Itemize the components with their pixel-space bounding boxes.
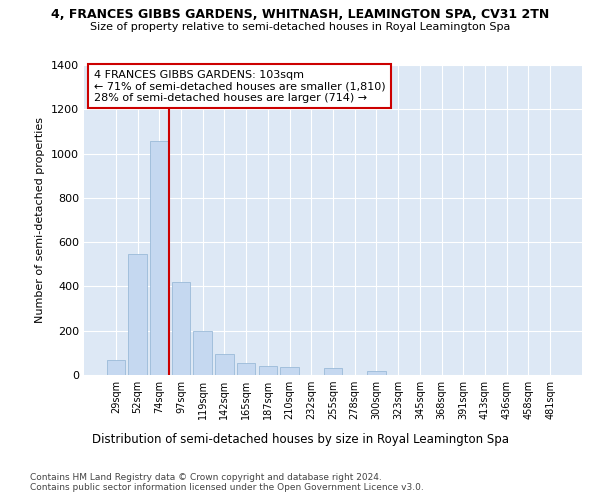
Bar — [237, 363, 256, 375]
Bar — [150, 142, 169, 375]
Bar — [172, 282, 190, 375]
Text: Distribution of semi-detached houses by size in Royal Leamington Spa: Distribution of semi-detached houses by … — [91, 432, 509, 446]
Bar — [107, 360, 125, 375]
Y-axis label: Number of semi-detached properties: Number of semi-detached properties — [35, 117, 46, 323]
Text: Contains HM Land Registry data © Crown copyright and database right 2024.
Contai: Contains HM Land Registry data © Crown c… — [30, 472, 424, 492]
Bar — [367, 370, 386, 375]
Bar — [128, 254, 147, 375]
Bar — [193, 330, 212, 375]
Text: 4 FRANCES GIBBS GARDENS: 103sqm
← 71% of semi-detached houses are smaller (1,810: 4 FRANCES GIBBS GARDENS: 103sqm ← 71% of… — [94, 70, 386, 103]
Text: Size of property relative to semi-detached houses in Royal Leamington Spa: Size of property relative to semi-detach… — [90, 22, 510, 32]
Bar — [259, 366, 277, 375]
Text: 4, FRANCES GIBBS GARDENS, WHITNASH, LEAMINGTON SPA, CV31 2TN: 4, FRANCES GIBBS GARDENS, WHITNASH, LEAM… — [51, 8, 549, 20]
Bar — [215, 354, 233, 375]
Bar — [324, 368, 342, 375]
Bar — [280, 367, 299, 375]
